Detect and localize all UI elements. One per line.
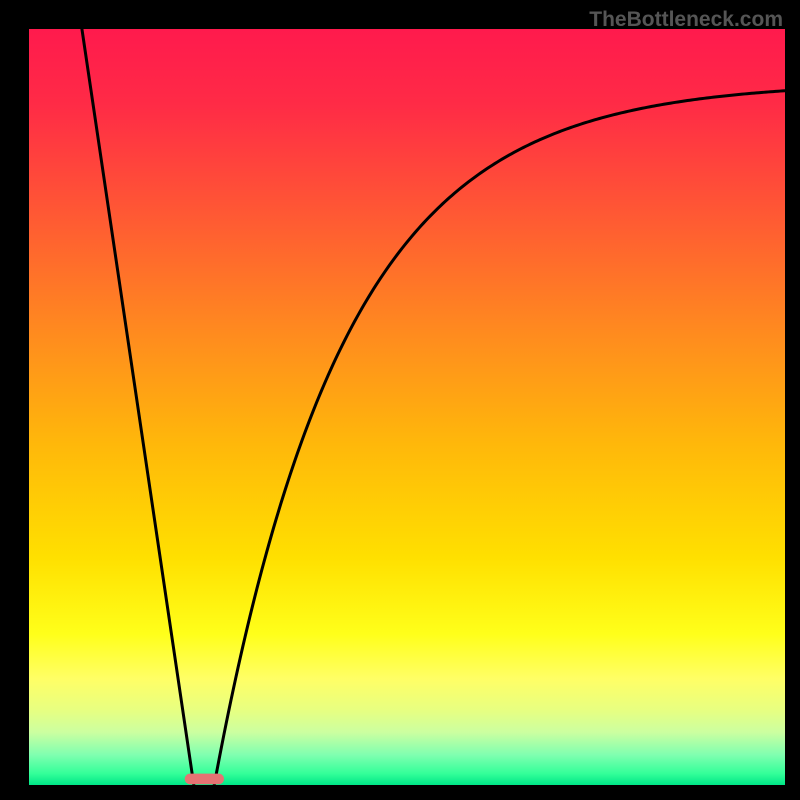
bottleneck-marker xyxy=(185,774,224,785)
chart-container: TheBottleneck.com xyxy=(0,0,800,800)
gradient-background xyxy=(29,29,785,785)
chart-svg xyxy=(29,29,785,785)
plot-area xyxy=(29,29,785,785)
watermark-text: TheBottleneck.com xyxy=(589,8,783,32)
